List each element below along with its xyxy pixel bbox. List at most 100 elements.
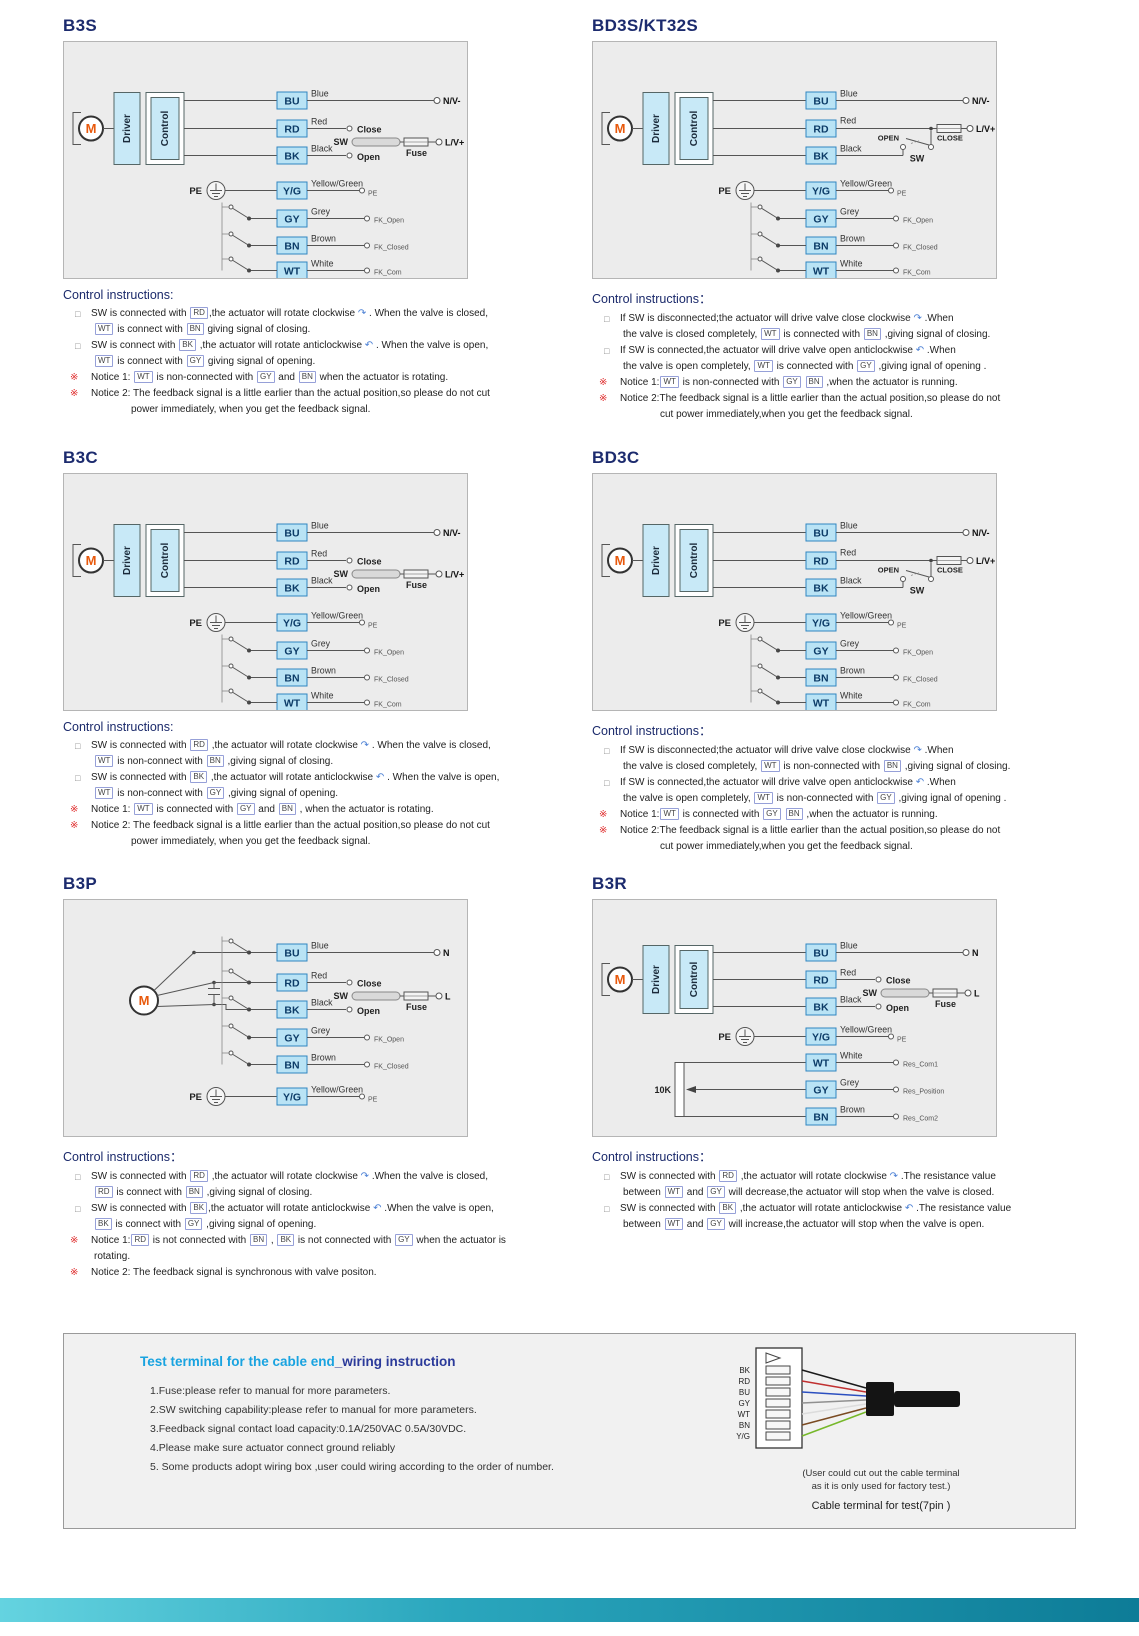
notice-line: ※ Notice 2: The feedback signal is a litt… <box>63 386 563 402</box>
checkbox-marker: □ <box>75 773 81 783</box>
terminal-yg: Y/G <box>812 1032 830 1044</box>
close-position-label: CLOSE <box>937 566 963 575</box>
wire-red-label: Red <box>840 968 856 978</box>
checkbox-marker: □ <box>604 746 610 756</box>
fk-closed-label: FK_Closed <box>903 245 938 252</box>
wiring-diagram-b3c: M Driver Control PE BU RD BK Y/G GY BN W… <box>63 473 468 712</box>
test-terminal-title: Test terminal for the cable end_wiring i… <box>140 1354 456 1369</box>
control-label: Control <box>160 111 171 147</box>
wiring-diagram-svg: M Driver Control PE BU RD BK Y/G GY BN W… <box>601 521 995 712</box>
power-wires: Blue N Red Close Black Open SW Fuse L <box>836 941 980 1013</box>
panel-title: B3C <box>63 448 98 467</box>
motor-group: M <box>129 950 277 1016</box>
panel-b3s: B3S M Driver Control PE BU RD BK Y/G GY … <box>63 16 563 418</box>
instruction-line: rotating. <box>94 1251 131 1262</box>
footer-list-item: 5. Some products adopt wiring box ,user … <box>150 1461 554 1473</box>
wire-blue-label: Blue <box>840 521 858 531</box>
wire-red-label: Red <box>840 548 856 558</box>
cable-plug <box>866 1382 960 1416</box>
wire-brown-label: Brown <box>840 666 865 676</box>
res-position-label: Res_Position <box>903 1089 944 1096</box>
checkbox-marker: □ <box>604 778 610 788</box>
driver-label: Driver <box>651 546 662 575</box>
terminal-rd: RD <box>284 978 300 990</box>
open-contact-label: Open <box>357 1006 380 1016</box>
wire-code-chip: WT <box>134 370 153 383</box>
instruction-list: □ If SW is disconnected;the actuator will… <box>592 743 1092 855</box>
wire-brown-label: Brown <box>840 234 865 244</box>
control-instructions-b3r: Control instructions： □ SW is connected w… <box>592 1146 1092 1233</box>
notice-line: ※ Notice 1: WT is connected with GY and B… <box>63 802 563 818</box>
fk-closed-label: FK_Closed <box>374 245 409 252</box>
wire-black-label: Black <box>840 144 862 154</box>
sw-label: SW <box>334 137 349 147</box>
close-contact-label: Close <box>886 976 911 986</box>
wire-code-chip: BN <box>186 322 204 335</box>
instruction-line: cut power immediately,when you get the f… <box>660 409 913 420</box>
wire-code-chip: BN <box>785 807 803 820</box>
clockwise-arrow-icon: ↷ <box>357 308 367 319</box>
test-terminal-box: Test terminal for the cable end_wiring i… <box>63 1333 1076 1529</box>
feedback-cam-switch <box>750 202 806 273</box>
checkbox-marker: □ <box>75 1204 81 1214</box>
terminal-gy: GY <box>813 214 828 226</box>
instruction-line: WT is connect with BN giving signal of c… <box>63 322 563 338</box>
anticlockwise-arrow-icon: ↶ <box>364 340 374 351</box>
notice-line: ※ Notice 1: WT is non-connected with GY a… <box>63 370 563 386</box>
instruction-line: □ If SW is connected,the actuator will dr… <box>592 775 1092 791</box>
notice-line: ※ Notice 2: The feedback signal is synchr… <box>63 1265 563 1281</box>
wire-grey-label: Grey <box>840 1078 860 1088</box>
pe-label: PE <box>718 618 731 629</box>
wire-blue-label: Blue <box>311 941 329 951</box>
checkbox-marker: □ <box>604 314 610 324</box>
close-contact-label: Close <box>357 979 382 989</box>
wire-code-chip: BN <box>206 754 224 767</box>
instruction-line: □ SW is connected with BK ,the actuator w… <box>63 770 563 786</box>
footer-color-bar <box>0 1598 1139 1622</box>
wire-grey-label: Grey <box>840 639 860 649</box>
notice-marker: ※ <box>70 372 79 383</box>
instruction-list: □ SW is connected with RD ,the actuator w… <box>592 1169 1092 1233</box>
instructions-title: Control instructions： <box>592 724 712 738</box>
wire-code-chip: WT <box>660 807 679 820</box>
wire-black-label: Black <box>311 576 333 586</box>
wire-code-chip: WT <box>754 791 773 804</box>
line-terminal-label: L/V+ <box>445 138 464 148</box>
feedback-cam-switch <box>750 634 806 705</box>
wire-code-chip: GY <box>186 354 205 367</box>
terminal-bn: BN <box>284 241 299 253</box>
wire-yg-label: Yellow/Green <box>311 611 363 621</box>
connector-body <box>755 1347 803 1449</box>
instructions-title: Control instructions: <box>63 288 174 302</box>
terminal-bn: BN <box>284 673 299 685</box>
terminal-gy: GY <box>284 646 299 658</box>
terminal-bk: BK <box>813 583 829 595</box>
pe-label: PE <box>718 1032 731 1043</box>
wiring-diagram-svg: M Driver Control PE 10K BU RD BK Y/G WT … <box>601 941 980 1126</box>
control-instructions-b3s: Control instructions: □ SW is connected w… <box>63 288 563 418</box>
pin-label-yg: Y/G <box>736 1432 750 1441</box>
wire-code-chip: WT <box>134 802 153 815</box>
cam-switch-group <box>221 936 277 1067</box>
anticlockwise-arrow-icon: ↶ <box>373 1203 382 1214</box>
notice-line: ※ Notice 2: The feedback signal is a litt… <box>63 818 563 834</box>
wire-code-chip: GY <box>206 786 225 799</box>
panel-title: BD3S/KT32S <box>592 16 698 35</box>
motor-group: M <box>72 112 114 145</box>
wiring-diagram-b3s: M Driver Control PE BU RD BK Y/G GY BN W… <box>63 41 468 280</box>
wire-code-chip: BK <box>95 1217 112 1230</box>
pe-terminal-label: PE <box>897 623 907 630</box>
terminal-block: BU RD BK GY BN Y/G <box>276 943 308 1106</box>
panel-b3r: B3R M Driver Control PE 10K BU RD BK Y/G… <box>592 874 1092 1233</box>
wire-code-chip: GY <box>256 370 275 383</box>
wire-white-label: White <box>840 691 863 701</box>
terminal-bn: BN <box>813 1112 828 1124</box>
control-instructions-b3p: Control instructions： □ SW is connected w… <box>63 1146 563 1281</box>
driver-label: Driver <box>651 114 662 143</box>
instructions-title: Control instructions: <box>63 720 174 734</box>
notice-line: ※ Notice 1: WT is connected with GY BN ,wh… <box>592 807 1092 823</box>
terminal-yg: Y/G <box>812 618 830 630</box>
pe-label: PE <box>189 1092 202 1103</box>
wire-code-chip: WT <box>664 1217 684 1230</box>
fk-com-label: FK_Com <box>903 270 931 277</box>
